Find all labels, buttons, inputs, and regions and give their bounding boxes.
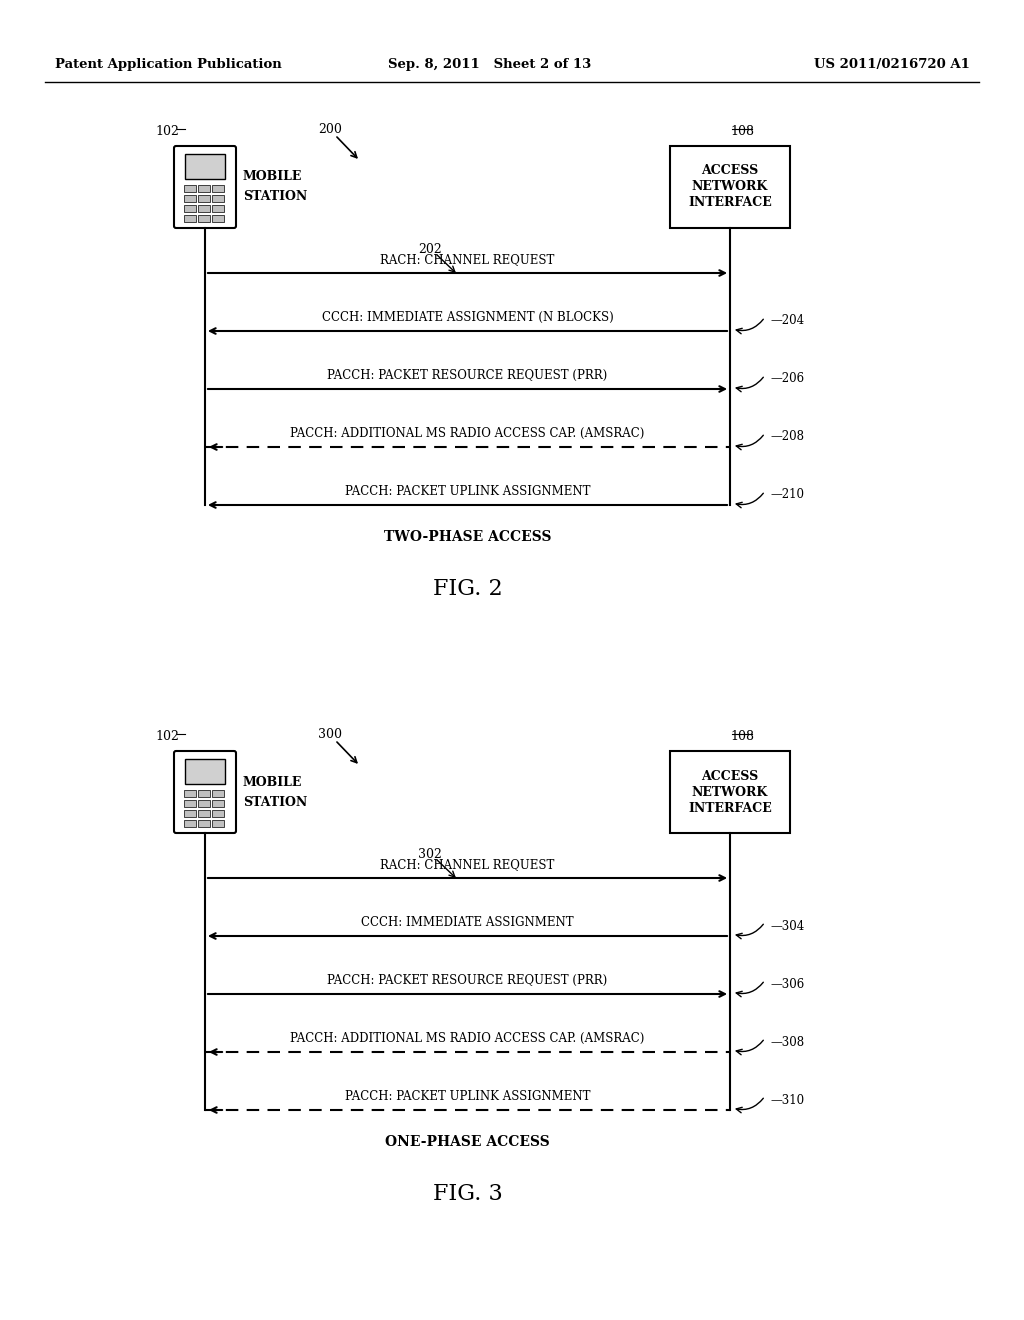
Text: 202: 202 — [418, 243, 442, 256]
Text: NETWORK: NETWORK — [692, 785, 768, 799]
Text: CCCH: IMMEDIATE ASSIGNMENT (N BLOCKS): CCCH: IMMEDIATE ASSIGNMENT (N BLOCKS) — [322, 312, 613, 323]
Bar — [198, 195, 210, 202]
Text: MOBILE: MOBILE — [243, 170, 302, 183]
Bar — [670, 751, 790, 833]
Bar — [184, 800, 196, 807]
Bar — [184, 185, 196, 191]
Text: 108: 108 — [730, 125, 754, 139]
Text: PACCH: PACKET RESOURCE REQUEST (PRR): PACCH: PACKET RESOURCE REQUEST (PRR) — [328, 974, 607, 987]
Bar — [184, 810, 196, 817]
Text: PACCH: PACKET UPLINK ASSIGNMENT: PACCH: PACKET UPLINK ASSIGNMENT — [345, 1090, 590, 1104]
Bar — [198, 789, 210, 797]
Text: 102: 102 — [155, 730, 179, 743]
Text: RACH: CHANNEL REQUEST: RACH: CHANNEL REQUEST — [380, 858, 555, 871]
Text: PACCH: PACKET UPLINK ASSIGNMENT: PACCH: PACKET UPLINK ASSIGNMENT — [345, 484, 590, 498]
Text: Patent Application Publication: Patent Application Publication — [55, 58, 282, 71]
Text: PACCH: PACKET RESOURCE REQUEST (PRR): PACCH: PACKET RESOURCE REQUEST (PRR) — [328, 370, 607, 381]
Text: CCCH: IMMEDIATE ASSIGNMENT: CCCH: IMMEDIATE ASSIGNMENT — [361, 916, 573, 929]
Bar — [184, 195, 196, 202]
Text: PACCH: ADDITIONAL MS RADIO ACCESS CAP. (AMSRAC): PACCH: ADDITIONAL MS RADIO ACCESS CAP. (… — [291, 1032, 645, 1045]
Bar — [184, 215, 196, 222]
Text: ONE-PHASE ACCESS: ONE-PHASE ACCESS — [385, 1135, 550, 1148]
Text: 300: 300 — [318, 729, 342, 741]
FancyBboxPatch shape — [174, 751, 236, 833]
Bar — [184, 205, 196, 213]
Bar — [212, 185, 224, 191]
Text: INTERFACE: INTERFACE — [688, 197, 772, 210]
Bar — [184, 789, 196, 797]
Text: 302: 302 — [418, 847, 442, 861]
Text: NETWORK: NETWORK — [692, 181, 768, 194]
Text: FIG. 3: FIG. 3 — [432, 1183, 503, 1205]
Text: MOBILE: MOBILE — [243, 776, 302, 788]
Text: FIG. 2: FIG. 2 — [433, 578, 503, 601]
Text: 108: 108 — [730, 730, 754, 743]
Bar — [212, 195, 224, 202]
Bar — [670, 147, 790, 228]
Bar — [212, 810, 224, 817]
Bar — [212, 205, 224, 213]
Bar — [212, 789, 224, 797]
Text: US 2011/0216720 A1: US 2011/0216720 A1 — [814, 58, 970, 71]
Text: INTERFACE: INTERFACE — [688, 801, 772, 814]
Text: ACCESS: ACCESS — [701, 165, 759, 177]
Bar — [198, 215, 210, 222]
Text: RACH: CHANNEL REQUEST: RACH: CHANNEL REQUEST — [380, 253, 555, 267]
Bar — [184, 154, 225, 180]
Text: —308: —308 — [770, 1035, 804, 1048]
Text: —310: —310 — [770, 1093, 804, 1106]
Bar — [198, 185, 210, 191]
Bar — [198, 820, 210, 826]
Text: —304: —304 — [770, 920, 804, 932]
Text: 200: 200 — [318, 123, 342, 136]
Bar — [212, 215, 224, 222]
Text: —306: —306 — [770, 978, 804, 990]
Text: —204: —204 — [770, 314, 804, 327]
Text: TWO-PHASE ACCESS: TWO-PHASE ACCESS — [384, 531, 551, 544]
Text: —208: —208 — [770, 430, 804, 444]
Bar — [184, 820, 196, 826]
Text: 102: 102 — [155, 125, 179, 139]
Bar — [198, 205, 210, 213]
Bar — [212, 820, 224, 826]
Bar — [198, 810, 210, 817]
Text: PACCH: ADDITIONAL MS RADIO ACCESS CAP. (AMSRAC): PACCH: ADDITIONAL MS RADIO ACCESS CAP. (… — [291, 426, 645, 440]
Text: STATION: STATION — [243, 190, 307, 203]
Bar — [184, 759, 225, 784]
Text: STATION: STATION — [243, 796, 307, 808]
Text: ACCESS: ACCESS — [701, 770, 759, 783]
Bar — [212, 800, 224, 807]
Text: —206: —206 — [770, 372, 804, 385]
Bar — [198, 800, 210, 807]
Text: Sep. 8, 2011   Sheet 2 of 13: Sep. 8, 2011 Sheet 2 of 13 — [388, 58, 592, 71]
Text: —210: —210 — [770, 488, 804, 502]
FancyBboxPatch shape — [174, 147, 236, 228]
